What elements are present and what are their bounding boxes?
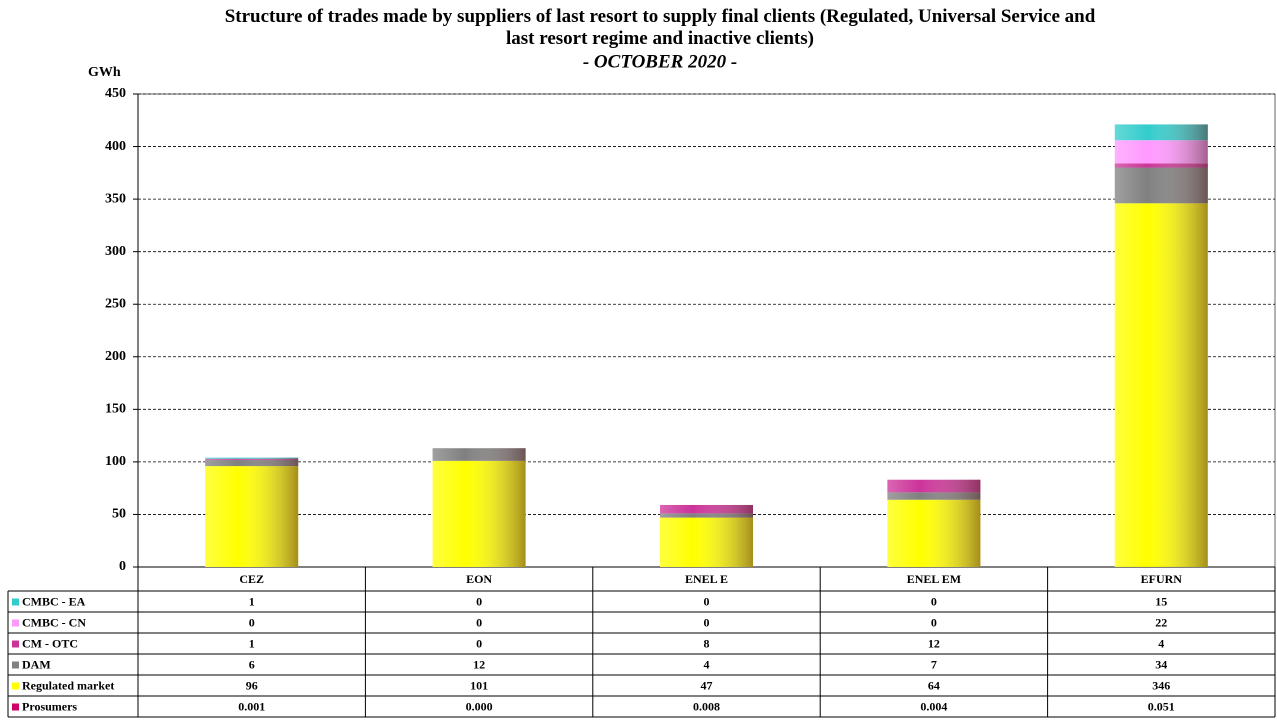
bar-shade xyxy=(660,504,753,514)
table-cell: 0 xyxy=(931,594,937,608)
x-tick-label: EFURN xyxy=(1141,572,1183,586)
legend-label: CM - OTC xyxy=(22,636,78,650)
table-cell: 1 xyxy=(249,594,255,608)
table-cell: 6 xyxy=(249,657,255,671)
table-cell: 0.004 xyxy=(920,699,947,713)
legend-label: DAM xyxy=(22,657,51,671)
y-tick-label: 450 xyxy=(105,86,126,101)
table-cell: 0 xyxy=(704,594,710,608)
x-tick-label: ENEL E xyxy=(685,572,728,586)
legend-label: CMBC - CN xyxy=(22,615,86,629)
table-cell: 1 xyxy=(249,636,255,650)
y-tick-label: 100 xyxy=(105,454,126,469)
legend-swatch xyxy=(12,682,19,690)
chart-subtitle: - OCTOBER 2020 - xyxy=(583,51,737,72)
table-cell: 96 xyxy=(246,678,258,692)
table-cell: 346 xyxy=(1152,678,1170,692)
bar-shade xyxy=(432,460,526,567)
table-cell: 4 xyxy=(1158,636,1164,650)
bar-shade xyxy=(205,457,299,459)
bar-shade xyxy=(432,448,526,461)
legend-label: Prosumers xyxy=(22,699,77,713)
table-cell: 34 xyxy=(1155,657,1167,671)
legend-swatch xyxy=(12,703,19,711)
bar-shade xyxy=(1114,203,1208,567)
table-cell: 0.008 xyxy=(693,699,720,713)
bar-shade xyxy=(660,517,753,567)
y-tick-label: 300 xyxy=(105,244,126,259)
bar-shade xyxy=(205,458,299,460)
table-cell: 4 xyxy=(704,657,710,671)
y-axis-label: GWh xyxy=(88,65,121,80)
x-tick-label: CEZ xyxy=(239,572,264,586)
bar-shade xyxy=(887,479,981,493)
table-cell: 0 xyxy=(931,615,937,629)
bar-shade xyxy=(1114,163,1208,168)
table-cell: 12 xyxy=(928,636,940,650)
table-cell: 0.001 xyxy=(238,699,265,713)
plot-frame xyxy=(137,93,1276,568)
bar-shade xyxy=(660,513,753,518)
table-cell: 15 xyxy=(1155,594,1167,608)
bar-shade xyxy=(887,499,981,567)
table-cell: 7 xyxy=(931,657,937,671)
bar-shade xyxy=(1114,124,1208,141)
legend-swatch xyxy=(12,619,19,627)
table-cell: 0 xyxy=(476,615,482,629)
table-cell: 0.051 xyxy=(1148,699,1175,713)
table-cell: 8 xyxy=(704,636,710,650)
y-tick-label: 150 xyxy=(105,402,126,417)
y-tick-label: 50 xyxy=(112,507,126,522)
y-tick-label: 200 xyxy=(105,349,126,364)
legend-swatch xyxy=(12,598,19,606)
legend-swatch xyxy=(12,640,19,648)
table-cell: 0 xyxy=(704,615,710,629)
table-cell: 0 xyxy=(476,636,482,650)
x-tick-label: ENEL EM xyxy=(907,572,961,586)
table-cell: 0.000 xyxy=(466,699,493,713)
table-cell: 0 xyxy=(249,615,255,629)
table-cell: 47 xyxy=(701,678,713,692)
y-tick-label: 350 xyxy=(105,191,126,206)
legend-swatch xyxy=(12,661,19,669)
x-tick-label: EON xyxy=(466,572,492,586)
table-cell: 64 xyxy=(928,678,940,692)
table-cell: 12 xyxy=(473,657,485,671)
bar-shade xyxy=(1114,167,1208,204)
y-tick-label: 400 xyxy=(105,139,126,154)
table-cell: 0 xyxy=(476,594,482,608)
bar-shade xyxy=(1114,140,1208,164)
bar-shade xyxy=(205,466,299,567)
y-tick-label: 250 xyxy=(105,296,126,311)
table-cell: 101 xyxy=(470,678,488,692)
table-cell: 22 xyxy=(1155,615,1167,629)
bar-shade xyxy=(205,459,299,467)
y-tick-label: 0 xyxy=(119,559,126,574)
chart-title: Structure of trades made by suppliers of… xyxy=(224,6,1096,49)
legend-label: Regulated market xyxy=(22,678,114,692)
bar-shade xyxy=(887,492,981,500)
legend-label: CMBC - EA xyxy=(22,594,86,608)
